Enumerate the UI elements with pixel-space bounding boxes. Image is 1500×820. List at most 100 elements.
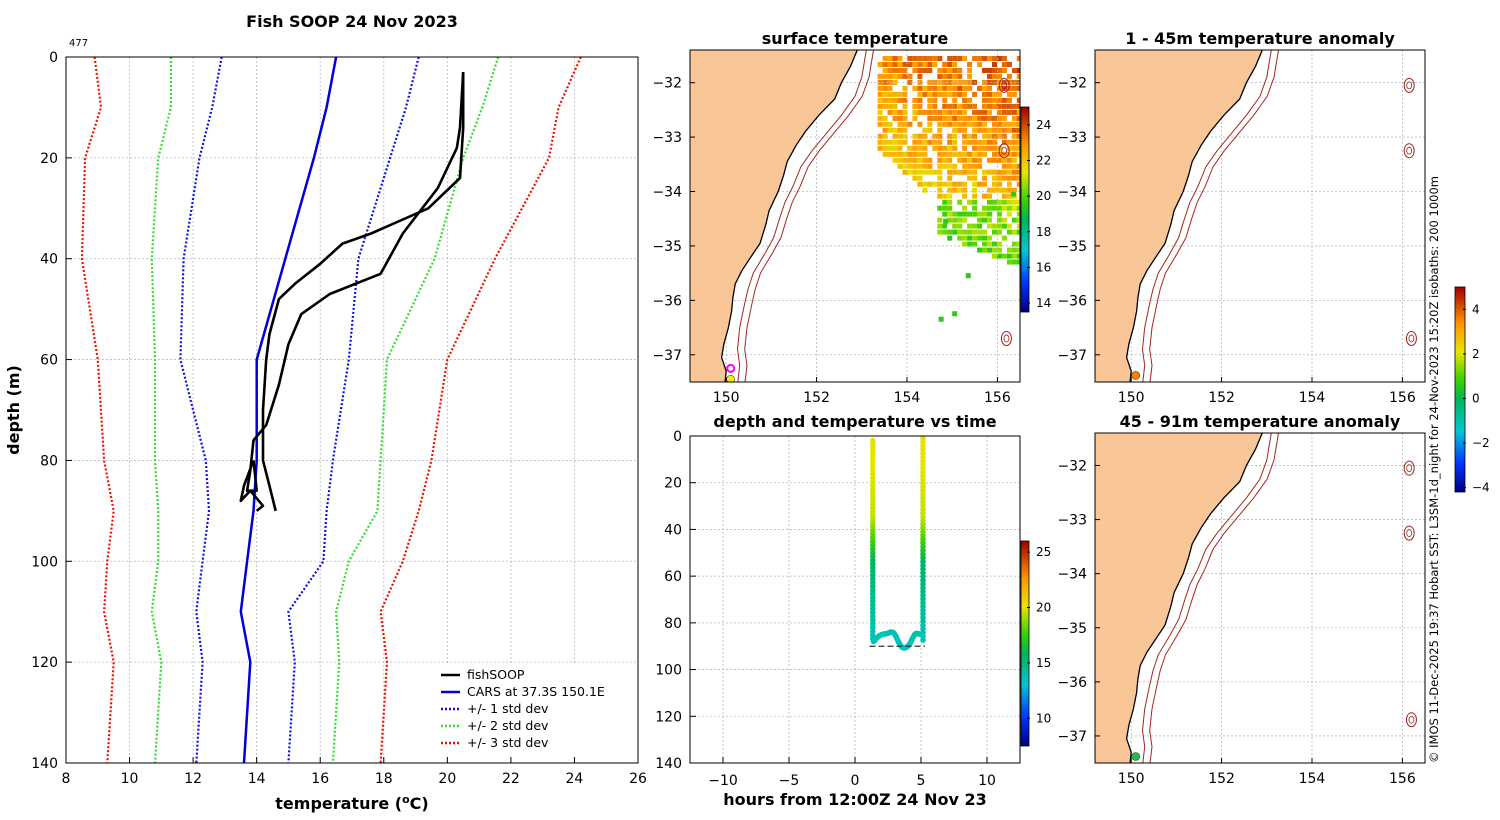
sst-pixel bbox=[887, 103, 893, 109]
sst-pixel bbox=[947, 145, 953, 151]
sst-pixel bbox=[927, 79, 933, 85]
sst-xtick-label: 156 bbox=[984, 390, 1011, 406]
sst-pixel bbox=[972, 91, 978, 97]
sst-pixel bbox=[982, 133, 987, 139]
timeseries-colorbar-tick-label: 10 bbox=[1036, 711, 1051, 725]
sst-pixel bbox=[957, 109, 963, 115]
sst-pixel bbox=[992, 253, 997, 259]
sst-pixel bbox=[1006, 247, 1012, 253]
sst-pixel bbox=[887, 91, 893, 97]
sst-pixel bbox=[947, 133, 953, 139]
timeseries-ytick-label: 60 bbox=[664, 569, 682, 585]
sst-pixel bbox=[952, 62, 958, 67]
profile-ylabel: depth (m) bbox=[4, 365, 23, 455]
sst-pixel bbox=[1001, 133, 1007, 139]
sst-pixel bbox=[942, 205, 948, 211]
sst-pixel bbox=[1016, 145, 1020, 151]
sst-pixel bbox=[892, 109, 898, 115]
sst-pixel bbox=[922, 133, 928, 139]
anomaly2-station-dot bbox=[1131, 752, 1140, 761]
sst-pixel bbox=[972, 211, 978, 217]
sst-pixel bbox=[917, 139, 923, 145]
sst-pixel bbox=[952, 115, 958, 121]
sst-pixel bbox=[917, 91, 923, 97]
profile-ticks: 8 10 12 14 16 18 20 22 24 26 0 20 40 60 80 100 120 140 bbox=[31, 50, 647, 787]
sst-pixel bbox=[947, 175, 953, 181]
sst-pixel bbox=[996, 229, 1002, 235]
sst-land bbox=[690, 50, 859, 382]
sst-pixel bbox=[942, 157, 948, 163]
sst-pixel bbox=[952, 56, 958, 61]
sst-pixel bbox=[962, 229, 968, 235]
sst-markers bbox=[726, 363, 736, 382]
sst-pixel bbox=[917, 121, 923, 127]
anomaly1-seamount-contour bbox=[1405, 330, 1417, 346]
sst-pixel bbox=[982, 79, 987, 85]
sst-pixel bbox=[942, 109, 948, 115]
sst-seamount-contour bbox=[1001, 146, 1008, 155]
sst-pixel bbox=[927, 91, 933, 97]
sst-pixel bbox=[1011, 199, 1017, 205]
anomaly-colorbar-tick-label: −2 bbox=[1472, 436, 1490, 450]
sst-pixel bbox=[897, 133, 903, 139]
profile-ytick-label: 140 bbox=[31, 756, 58, 772]
sst-pixel bbox=[967, 235, 973, 241]
sst-pixel bbox=[922, 62, 928, 67]
anomaly2-ytick-label: −35 bbox=[1057, 621, 1087, 637]
sst-pixel bbox=[897, 97, 903, 103]
sst-pixel bbox=[902, 85, 908, 91]
sst-pixel bbox=[902, 121, 908, 127]
sst-pixel bbox=[942, 223, 948, 229]
sst-pixel bbox=[937, 109, 943, 115]
sst-pixel bbox=[982, 68, 987, 73]
sst-pixel bbox=[902, 133, 908, 139]
legend-label-fishsoop: fishSOOP bbox=[467, 667, 525, 682]
sst-pixel bbox=[972, 121, 978, 127]
sst-pixel bbox=[992, 91, 997, 97]
sst-pixel bbox=[996, 97, 1002, 103]
sst-pixel bbox=[1006, 139, 1012, 145]
timeseries-title: depth and temperature vs time bbox=[713, 412, 996, 431]
sst-pixel bbox=[952, 151, 958, 157]
sst-pixel bbox=[932, 91, 938, 97]
sst-pixel bbox=[912, 115, 918, 121]
sst-pixel bbox=[1006, 79, 1012, 85]
anomaly2-coastline bbox=[1095, 433, 1417, 763]
sst-pixel bbox=[1001, 199, 1007, 205]
sst-pixel bbox=[996, 247, 1002, 253]
sst-pixel bbox=[942, 211, 948, 217]
timeseries-colorbar-tick-label: 20 bbox=[1036, 600, 1051, 614]
sst-pixel bbox=[1006, 205, 1012, 211]
sst-pixel bbox=[882, 56, 888, 61]
timeseries-xtick-label: 0 bbox=[851, 773, 860, 789]
anomaly1-ytick-label: −33 bbox=[1057, 130, 1087, 146]
sst-pixel bbox=[887, 127, 893, 133]
sst-pixel bbox=[996, 109, 1002, 115]
sst-pixel bbox=[992, 139, 997, 145]
timeseries-ytick-label: 40 bbox=[664, 522, 682, 538]
sst-pixel bbox=[996, 199, 1002, 205]
sst-pixel bbox=[937, 157, 943, 163]
sst-pixel bbox=[942, 199, 948, 205]
sst-pixel bbox=[932, 103, 938, 109]
sst-pixel bbox=[972, 103, 978, 109]
profile-ytick-label: 60 bbox=[40, 353, 58, 369]
sst-pixel bbox=[987, 85, 992, 91]
sst-pixel bbox=[942, 181, 948, 187]
sst-pixel bbox=[967, 68, 973, 73]
sst-pixel bbox=[962, 139, 968, 145]
sst-pixel bbox=[987, 109, 992, 115]
sst-pixel bbox=[1001, 56, 1007, 61]
sst-pixel bbox=[1016, 175, 1020, 181]
sst-pixel bbox=[952, 163, 958, 169]
sst-pixel bbox=[977, 85, 983, 91]
sst-pixel bbox=[967, 121, 973, 127]
sst-pixel bbox=[927, 163, 933, 169]
anomaly1-ytick-label: −36 bbox=[1057, 293, 1087, 309]
sst-pixel bbox=[882, 121, 888, 127]
sst-pixel bbox=[943, 218, 949, 224]
sst-pixel bbox=[982, 247, 987, 253]
sst-pixel bbox=[1011, 205, 1017, 211]
timeseries-point bbox=[919, 631, 925, 638]
sst-ytick-label: −36 bbox=[652, 293, 682, 309]
